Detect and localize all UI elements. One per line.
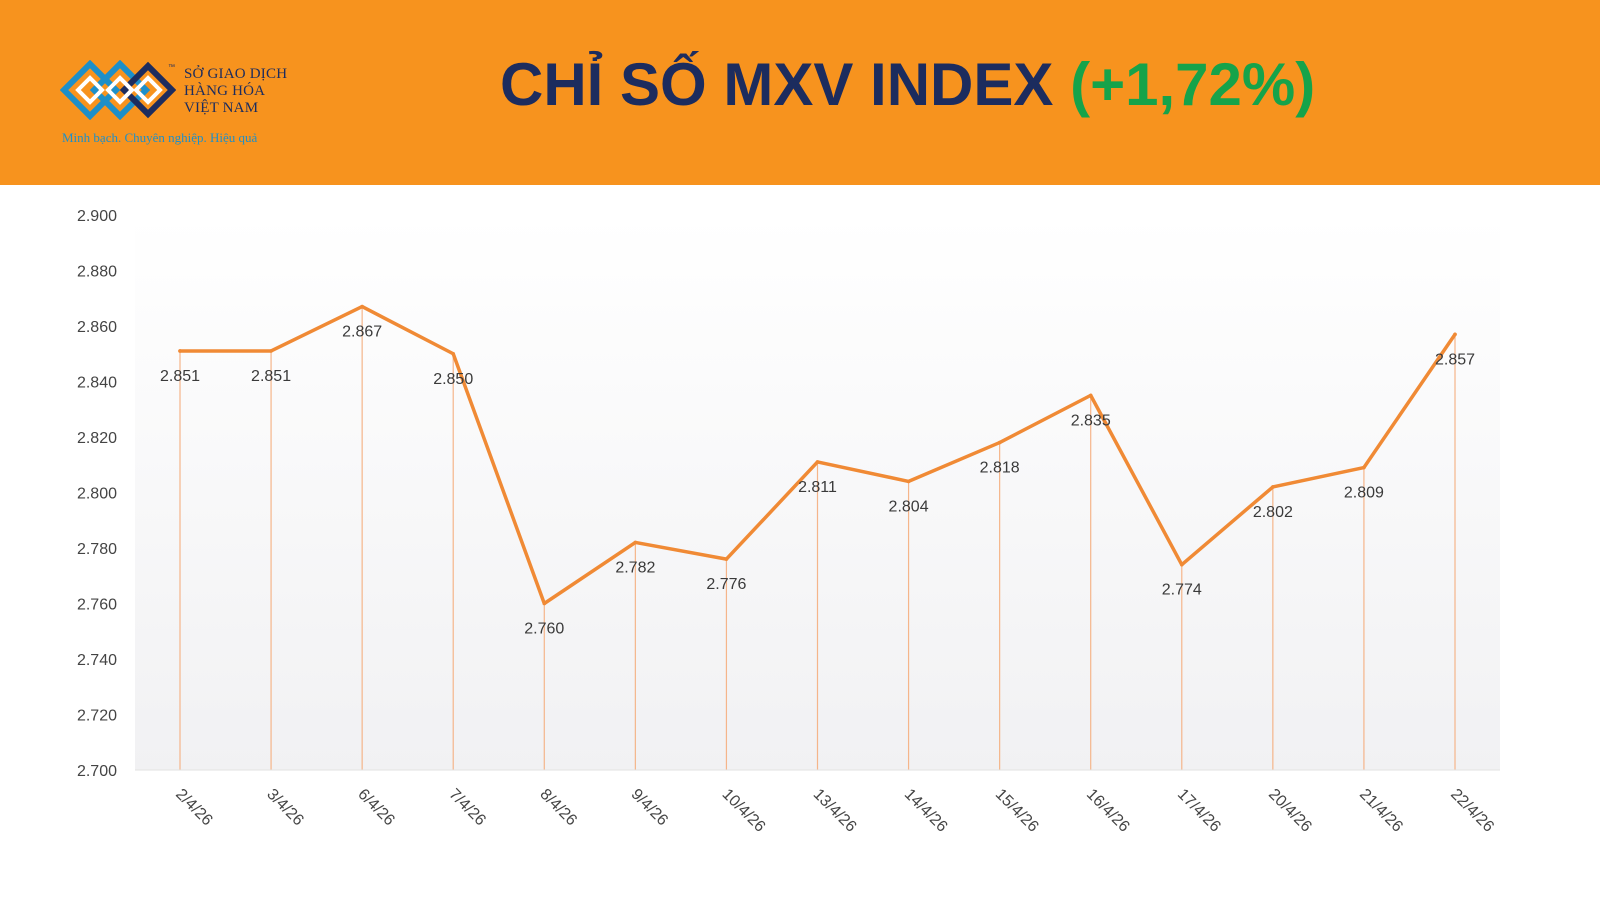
data-point bbox=[542, 601, 547, 606]
data-label: 2.867 bbox=[342, 324, 382, 341]
data-point bbox=[633, 540, 638, 545]
data-point bbox=[1453, 332, 1457, 337]
logo-name: SỞ GIAO DỊCH HÀNG HÓA VIỆT NAM bbox=[184, 66, 287, 117]
data-point bbox=[1362, 465, 1366, 470]
x-tick-label: 21/4/26 bbox=[1356, 786, 1406, 836]
title-main: CHỈ SỐ MXV INDEX bbox=[500, 51, 1071, 118]
line-chart: 2.700 2.720 2.740 2.760 2.780 2.800 2.820 2.840… bbox=[77, 208, 1500, 836]
data-label: 2.818 bbox=[980, 460, 1020, 477]
title-change: (+1,72%) bbox=[1070, 51, 1316, 118]
data-point bbox=[724, 557, 729, 561]
x-tick-label: 7/4/26 bbox=[445, 786, 489, 830]
data-label: 2.809 bbox=[1344, 485, 1384, 502]
x-tick-label: 2/4/26 bbox=[172, 786, 216, 830]
y-tick-label: 2.700 bbox=[77, 763, 117, 780]
y-tick-label: 2.840 bbox=[77, 375, 117, 392]
data-label: 2.782 bbox=[615, 559, 655, 576]
x-tick-label: 22/4/26 bbox=[1447, 786, 1497, 836]
data-point bbox=[360, 304, 364, 309]
logo-name-line-2: HÀNG HÓA bbox=[184, 83, 266, 99]
header-banner: ™ SỞ GIAO DỊCH HÀNG HÓA VIỆT NAM Minh bạ… bbox=[0, 0, 1600, 185]
x-tick-label: 13/4/26 bbox=[810, 786, 860, 836]
data-label: 2.811 bbox=[798, 479, 837, 496]
data-label: 2.760 bbox=[524, 621, 564, 638]
series-line bbox=[178, 304, 1457, 606]
y-tick-label: 2.880 bbox=[77, 264, 117, 281]
x-tick-label: 6/4/26 bbox=[354, 786, 398, 830]
x-tick-label: 17/4/26 bbox=[1174, 786, 1224, 836]
data-label: 2.802 bbox=[1253, 504, 1293, 521]
y-tick-label: 2.800 bbox=[77, 486, 117, 503]
x-tick-label: 16/4/26 bbox=[1083, 786, 1133, 836]
data-label: 2.774 bbox=[1162, 582, 1202, 599]
y-tick-label: 2.780 bbox=[77, 541, 117, 558]
logo-name-line-3: VIỆT NAM bbox=[184, 100, 259, 116]
x-tick-label: 9/4/26 bbox=[628, 786, 672, 830]
x-tick-label: 3/4/26 bbox=[263, 786, 307, 830]
logo-trademark: ™ bbox=[168, 64, 175, 71]
data-point bbox=[451, 351, 456, 356]
data-point bbox=[178, 349, 182, 353]
data-point bbox=[269, 349, 273, 353]
data-label: 2.851 bbox=[251, 368, 291, 385]
y-tick-label: 2.820 bbox=[77, 430, 117, 447]
data-label: 2.804 bbox=[889, 498, 929, 515]
data-point bbox=[1179, 562, 1184, 567]
y-tick-label: 2.860 bbox=[77, 319, 117, 336]
x-tick-label: 8/4/26 bbox=[536, 786, 580, 830]
logo-tagline: Minh bạch. Chuyên nghiệp. Hiệu quả bbox=[62, 130, 258, 145]
data-point bbox=[997, 440, 1002, 445]
data-label: 2.850 bbox=[433, 371, 473, 388]
y-tick-label: 2.900 bbox=[77, 208, 117, 225]
data-label: 2.835 bbox=[1071, 412, 1111, 429]
y-tick-label: 2.720 bbox=[77, 708, 117, 725]
data-point bbox=[906, 479, 911, 484]
data-labels: 2.851 2.851 2.867 2.850 2.760 2.782 2.776 2.811… bbox=[160, 324, 1475, 638]
logo: ™ SỞ GIAO DỊCH HÀNG HÓA VIỆT NAM Minh bạ… bbox=[60, 60, 300, 150]
x-tick-label: 14/4/26 bbox=[901, 786, 951, 836]
y-tick-label: 2.760 bbox=[77, 597, 117, 614]
chart-area: 2.700 2.720 2.740 2.760 2.780 2.800 2.820 2.840… bbox=[0, 185, 1600, 900]
logo-emblem-icon bbox=[60, 60, 176, 120]
x-tick-label: 20/4/26 bbox=[1265, 786, 1315, 836]
y-tick-label: 2.740 bbox=[77, 652, 117, 669]
y-axis: 2.700 2.720 2.740 2.760 2.780 2.800 2.820 2.840… bbox=[77, 208, 117, 780]
data-label: 2.851 bbox=[160, 368, 200, 385]
x-axis: 2/4/26 3/4/26 6/4/26 7/4/26 8/4/26 9/4/26 10/4… bbox=[135, 769, 1500, 836]
drop-lines bbox=[179, 306, 1456, 770]
x-tick-label: 15/4/26 bbox=[992, 786, 1042, 836]
data-point bbox=[1088, 393, 1093, 398]
data-point bbox=[815, 460, 820, 464]
data-point bbox=[1271, 485, 1275, 489]
page-title: CHỈ SỐ MXV INDEX (+1,72%) bbox=[500, 50, 1315, 120]
x-tick-label: 10/4/26 bbox=[719, 786, 769, 836]
logo-name-line-1: SỞ GIAO DỊCH bbox=[184, 66, 288, 82]
data-label: 2.857 bbox=[1435, 351, 1475, 368]
data-label: 2.776 bbox=[706, 576, 746, 593]
